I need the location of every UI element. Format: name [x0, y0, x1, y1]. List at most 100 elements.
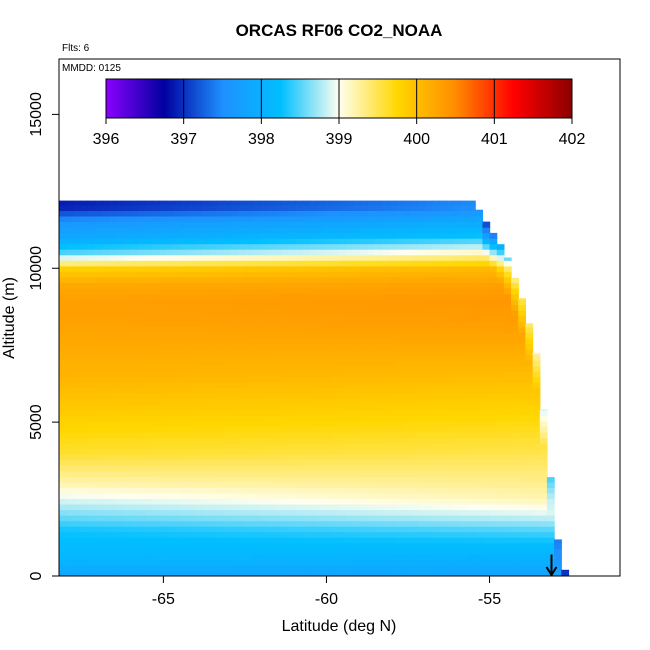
heatmap-cell — [353, 404, 361, 411]
heatmap-cell — [389, 332, 397, 339]
heatmap-cell — [188, 487, 196, 494]
heatmap-cell — [188, 271, 196, 278]
heatmap-cell — [288, 365, 297, 372]
heatmap-cell — [245, 282, 254, 289]
heatmap-cell — [374, 265, 383, 272]
heatmap-cell — [267, 337, 275, 344]
heatmap-cell — [209, 470, 218, 477]
heatmap-cell — [525, 542, 534, 549]
heatmap-cell — [267, 504, 275, 511]
heatmap-cell — [245, 365, 254, 372]
heatmap-cell — [503, 515, 512, 522]
heatmap-cell — [295, 354, 304, 361]
heatmap-cell — [496, 426, 505, 433]
heatmap-cell — [367, 459, 376, 466]
heatmap-cell — [116, 293, 125, 300]
heatmap-cell — [181, 437, 189, 444]
heatmap-cell — [295, 393, 304, 400]
heatmap-cell — [102, 382, 110, 389]
heatmap-cell — [94, 276, 103, 283]
heatmap-cell — [59, 492, 67, 499]
heatmap-cell — [489, 254, 498, 261]
heatmap-cell — [224, 570, 232, 576]
heatmap-cell — [317, 332, 326, 339]
heatmap-cell — [245, 409, 254, 416]
heatmap-cell — [374, 509, 383, 516]
heatmap-cell — [59, 498, 67, 505]
heatmap-cell — [360, 348, 369, 355]
heatmap-cell — [87, 448, 96, 455]
heatmap-cell — [66, 448, 74, 455]
heatmap-cell — [518, 476, 526, 483]
heatmap-cell — [389, 531, 397, 538]
heatmap-cell — [288, 293, 297, 300]
heatmap-cell — [446, 254, 455, 261]
heatmap-cell — [295, 371, 304, 378]
heatmap-cell — [439, 470, 448, 477]
heatmap-cell — [195, 459, 204, 466]
heatmap-cell — [66, 504, 74, 511]
heatmap-cell — [425, 249, 433, 256]
heatmap-cell — [145, 293, 153, 300]
heatmap-cell — [475, 227, 483, 234]
heatmap-cell — [202, 276, 211, 283]
heatmap-cell — [518, 509, 526, 516]
heatmap-cell — [425, 232, 433, 239]
heatmap-cell — [324, 243, 333, 250]
heatmap-cell — [475, 426, 483, 433]
heatmap-cell — [303, 398, 311, 405]
heatmap-cell — [453, 537, 462, 544]
heatmap-cell — [303, 332, 311, 339]
heatmap-cell — [116, 504, 125, 511]
heatmap-cell — [460, 443, 469, 450]
heatmap-cell — [152, 310, 161, 317]
heatmap-cell — [439, 415, 448, 422]
heatmap-cell — [331, 448, 340, 455]
heatmap-cell — [288, 232, 297, 239]
heatmap-cell — [80, 200, 89, 206]
heatmap-cell — [353, 365, 361, 372]
heatmap-cell — [374, 448, 383, 455]
heatmap-cell — [367, 204, 376, 211]
heatmap-cell — [346, 227, 354, 234]
heatmap-cell — [166, 276, 175, 283]
heatmap-cell — [245, 310, 254, 317]
heatmap-cell — [303, 542, 311, 549]
heatmap-cell — [66, 420, 74, 427]
heatmap-cell — [360, 343, 369, 350]
heatmap-cell — [317, 365, 326, 372]
heatmap-cell — [360, 337, 369, 344]
heatmap-cell — [224, 210, 232, 217]
heatmap-cell — [188, 310, 196, 317]
heatmap-cell — [173, 548, 182, 555]
heatmap-cell — [181, 310, 189, 317]
heatmap-cell — [468, 515, 476, 522]
heatmap-cell — [59, 310, 67, 317]
heatmap-cell — [439, 509, 448, 516]
heatmap-cell — [288, 376, 297, 383]
heatmap-cell — [532, 470, 541, 477]
heatmap-cell — [346, 476, 354, 483]
heatmap-cell — [288, 553, 297, 560]
heatmap-cell — [496, 348, 505, 355]
heatmap-cell — [231, 393, 239, 400]
heatmap-cell — [482, 376, 491, 383]
heatmap-cell — [188, 365, 196, 372]
heatmap-cell — [353, 548, 361, 555]
heatmap-cell — [460, 310, 469, 317]
heatmap-cell — [238, 276, 247, 283]
heatmap-cell — [87, 215, 96, 222]
heatmap-cell — [116, 238, 125, 245]
heatmap-cell — [446, 432, 455, 439]
heatmap-cell — [389, 426, 397, 433]
heatmap-cell — [202, 371, 211, 378]
heatmap-cell — [417, 409, 426, 416]
heatmap-cell — [496, 360, 505, 367]
heatmap-cell — [181, 282, 189, 289]
heatmap-cell — [259, 365, 268, 372]
heatmap-cell — [453, 299, 462, 306]
heatmap-cell — [137, 398, 146, 405]
heatmap-cell — [403, 537, 412, 544]
heatmap-cell — [267, 299, 275, 306]
heatmap-cell — [73, 487, 82, 494]
